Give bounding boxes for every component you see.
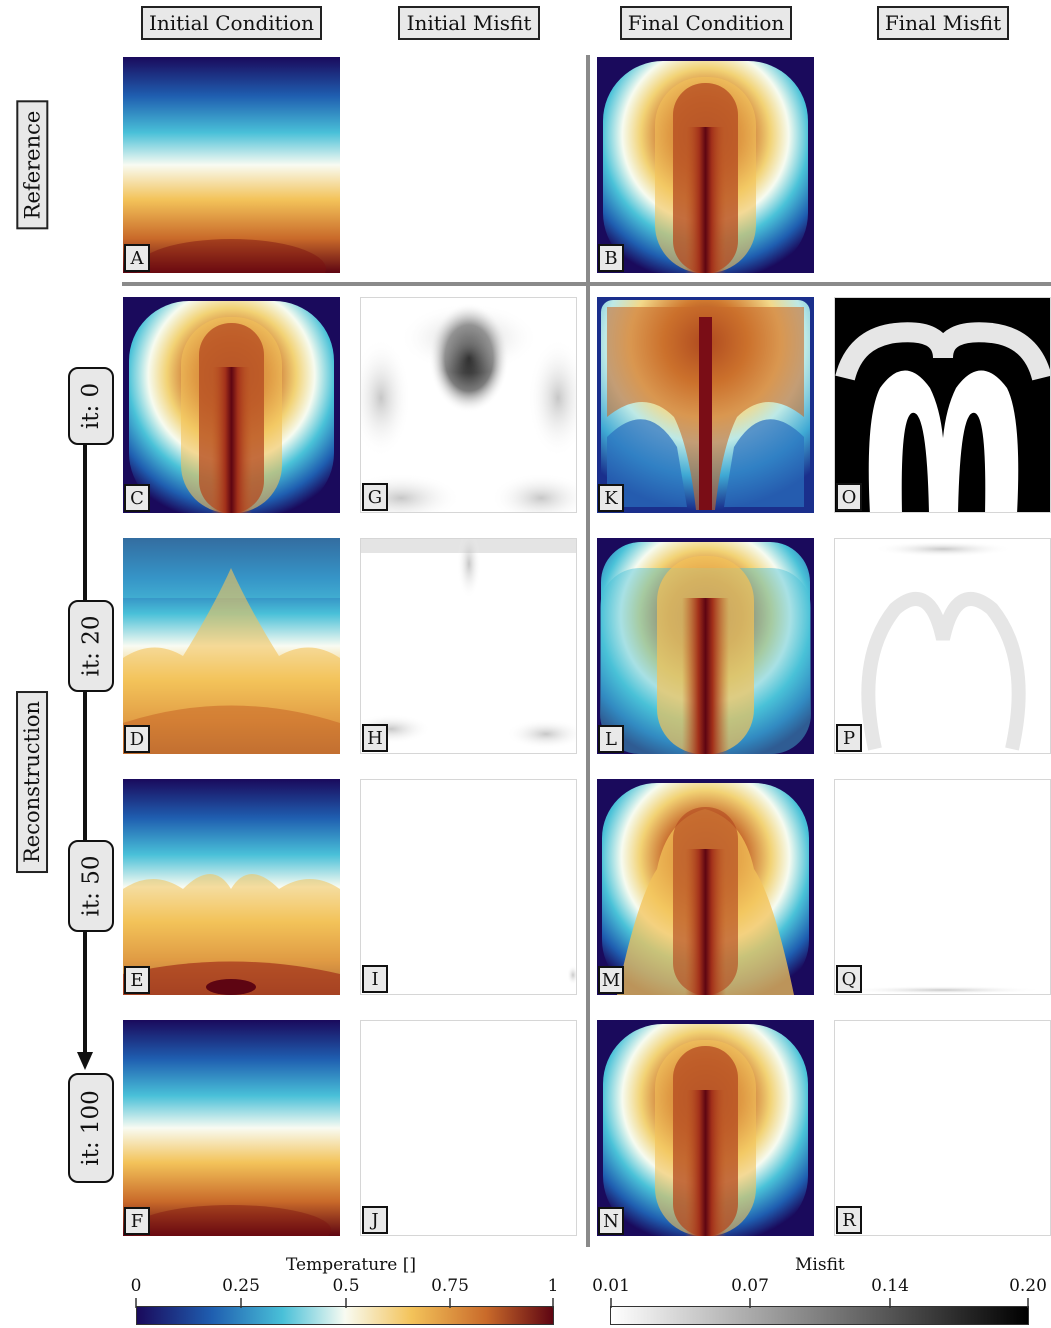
misfit-tick: 0.14 [871, 1276, 909, 1296]
panel-label: K [598, 484, 624, 512]
iteration-label-100: it: 100 [68, 1073, 114, 1183]
panel-label: M [598, 966, 624, 994]
panel-label: B [598, 244, 624, 272]
panel-b-field [597, 57, 814, 273]
panel-label: A [124, 244, 150, 272]
panel-h: H [360, 538, 577, 754]
panel-b: B [597, 57, 814, 273]
panel-c: C [123, 297, 340, 513]
panel-n-field [597, 1020, 814, 1236]
panel-g: G [360, 297, 577, 513]
row-header-reference-text: Reference [16, 101, 48, 230]
panel-j: J [360, 1020, 577, 1236]
iteration-label-20: it: 20 [68, 600, 114, 692]
misfit-tick: 0.01 [592, 1276, 630, 1296]
panel-p: P [834, 538, 1051, 754]
misfit-tick: 0.07 [731, 1276, 769, 1296]
temperature-tick: 0.75 [431, 1276, 469, 1296]
panel-i-field [361, 780, 577, 995]
panel-n: N [597, 1020, 814, 1236]
panel-o-field [835, 298, 1051, 513]
temperature-tick: 0.5 [332, 1276, 359, 1296]
panel-label: Q [836, 965, 862, 993]
temperature-tick: 0 [131, 1276, 142, 1296]
panel-d: D [123, 538, 340, 754]
panel-k-field [597, 297, 814, 513]
panel-h-field [361, 539, 577, 754]
panel-label: D [124, 725, 150, 753]
panel-label: G [362, 483, 388, 511]
vertical-divider [586, 55, 590, 1247]
misfit-tick: 0.20 [1009, 1276, 1047, 1296]
panel-d-field [123, 538, 340, 754]
panel-e-field [123, 779, 340, 995]
panel-label: L [598, 725, 624, 753]
panel-l-field [597, 538, 814, 754]
panel-f-field [123, 1020, 340, 1236]
iteration-arrow [70, 440, 110, 1075]
panel-label: C [124, 484, 150, 512]
panel-r: R [834, 1020, 1051, 1236]
panel-label: O [836, 483, 862, 511]
panel-q-field [835, 780, 1051, 995]
panel-label: F [124, 1207, 150, 1235]
panel-p-field [835, 539, 1051, 754]
panel-m: M [597, 779, 814, 995]
panel-label: E [124, 966, 150, 994]
panel-q: Q [834, 779, 1051, 995]
temperature-colorbar-title: Temperature [] [286, 1255, 416, 1275]
horizontal-divider [122, 282, 1051, 286]
panel-label: P [836, 724, 862, 752]
panel-c-field [123, 297, 340, 513]
row-header-reference: Reference [0, 98, 64, 232]
header-initial-misfit: Initial Misfit [398, 6, 540, 40]
header-final-misfit: Final Misfit [877, 6, 1009, 40]
panel-label: H [362, 724, 388, 752]
panel-e: E [123, 779, 340, 995]
panel-o: O [834, 297, 1051, 513]
panel-label: I [362, 965, 388, 993]
panel-label: R [836, 1206, 862, 1234]
panel-i: I [360, 779, 577, 995]
iteration-label-0: it: 0 [68, 367, 114, 445]
panel-label: J [362, 1206, 388, 1234]
header-final-condition: Final Condition [620, 6, 792, 40]
temperature-tick: 0.25 [222, 1276, 260, 1296]
panel-k: K [597, 297, 814, 513]
panel-a-field [123, 57, 340, 273]
panel-f: F [123, 1020, 340, 1236]
temperature-tick: 1 [548, 1276, 559, 1296]
row-header-reconstruction: Reconstruction [0, 684, 64, 880]
panel-m-field [597, 779, 814, 995]
row-header-reconstruction-text: Reconstruction [16, 691, 48, 873]
panel-a: A [123, 57, 340, 273]
colorbar-tick-marks [0, 1298, 1051, 1310]
panel-g-field [361, 298, 577, 513]
panel-label: N [598, 1207, 624, 1235]
iteration-label-50: it: 50 [68, 840, 114, 932]
misfit-colorbar-title: Misfit [795, 1255, 845, 1275]
panel-l: L [597, 538, 814, 754]
header-initial-condition: Initial Condition [141, 6, 322, 40]
